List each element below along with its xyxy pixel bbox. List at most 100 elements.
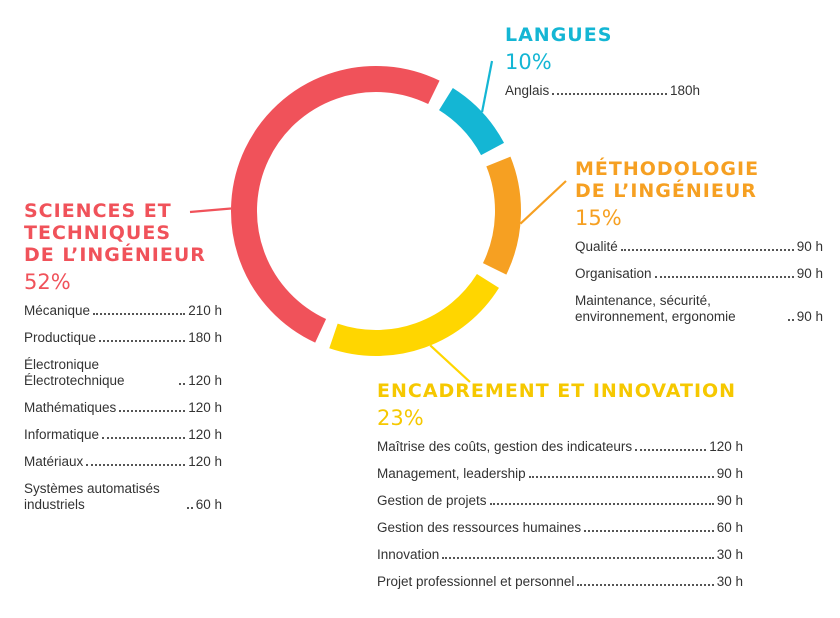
dotted-leader (86, 464, 186, 466)
dotted-leader (102, 437, 186, 439)
category-item-list: Maîtrise des coûts, gestion des indicate… (377, 439, 743, 590)
dotted-leader (489, 503, 714, 505)
category-item-list: Anglais 180h (505, 83, 700, 99)
category-title-line: LANGUES (505, 24, 613, 46)
item-hours: 90 h (796, 309, 823, 324)
item-hours: 90 h (796, 266, 823, 281)
dotted-leader (654, 276, 794, 278)
category-item: Mécanique 210 h (24, 303, 222, 319)
item-name: Innovation (377, 547, 440, 562)
item-name: Anglais (505, 83, 550, 98)
donut-segment (231, 66, 440, 343)
dotted-leader (179, 383, 186, 385)
item-name: Maintenance, sécurité, environnement, er… (575, 293, 736, 324)
item-name: Management, leadership (377, 466, 526, 481)
category-item-list: Mécanique 210 h Productique 180 h Électroniq… (24, 303, 222, 513)
category-title-line: DE L’INGÉNIEUR (575, 180, 757, 202)
item-hours: 90 h (716, 466, 743, 481)
item-hours: 180h (669, 83, 700, 98)
item-hours: 120 h (188, 454, 222, 469)
category-item: Maîtrise des coûts, gestion des indicate… (377, 439, 743, 455)
category-title: LANGUES (505, 24, 730, 46)
dotted-leader (186, 507, 193, 509)
dotted-leader (635, 449, 707, 451)
item-name: Qualité (575, 239, 618, 254)
category-item: Gestion de projets 90 h (377, 493, 743, 509)
category-item: Matériaux 120 h (24, 454, 222, 470)
leader-line (480, 60, 494, 113)
item-hours: 90 h (716, 493, 743, 508)
item-name: Électronique Électrotechnique (24, 357, 125, 388)
category-item: Gestion des ressources humaines 60 h (377, 520, 743, 536)
category-title-line: ENCADREMENT ET INNOVATION (377, 380, 737, 402)
item-name: Organisation (575, 266, 652, 281)
item-hours: 120 h (188, 400, 222, 415)
item-name: Informatique (24, 427, 100, 442)
legend-langues: LANGUES 10% Anglais 180h (505, 24, 730, 110)
category-title-line: SCIENCES ET (24, 200, 172, 222)
category-title-line: TECHNIQUES (24, 222, 171, 244)
category-item: Organisation 90 h (575, 266, 823, 282)
leader-line (519, 180, 567, 225)
legend-encadrement: ENCADREMENT ET INNOVATION 23% Maîtrise d… (377, 380, 757, 601)
dotted-leader (442, 557, 714, 559)
dotted-leader (620, 249, 794, 251)
legend-sciences: SCIENCES ET TECHNIQUES DE L’INGÉNIEUR 52… (24, 200, 254, 524)
item-hours: 120 h (188, 427, 222, 442)
category-item: Projet professionnel et personnel 30 h (377, 574, 743, 590)
dotted-leader (93, 313, 186, 315)
item-hours: 30 h (716, 547, 743, 562)
category-title: ENCADREMENT ET INNOVATION (377, 380, 757, 402)
item-hours: 60 h (195, 497, 222, 512)
item-hours: 120 h (709, 439, 743, 454)
category-percent: 23% (377, 406, 424, 430)
category-item: Électronique Électrotechnique 120 h (24, 357, 222, 389)
item-name: Gestion de projets (377, 493, 487, 508)
dotted-leader (552, 93, 667, 95)
item-hours: 210 h (188, 303, 222, 318)
item-hours: 60 h (716, 520, 743, 535)
dotted-leader (528, 476, 714, 478)
donut-segment (329, 273, 499, 356)
dotted-leader (584, 530, 714, 532)
category-item-list: Qualité 90 h Organisation 90 h Maintenance, … (575, 239, 823, 325)
item-name: Productique (24, 330, 97, 345)
category-item: Productique 180 h (24, 330, 222, 346)
donut-segment (438, 88, 505, 156)
category-percent: 15% (575, 206, 622, 230)
category-item: Mathématiques 120 h (24, 400, 222, 416)
category-item: Management, leadership 90 h (377, 466, 743, 482)
category-item: Maintenance, sécurité, environnement, er… (575, 293, 823, 325)
category-percent: 52% (24, 270, 71, 294)
dotted-leader (99, 340, 186, 342)
dotted-leader (119, 410, 186, 412)
item-name: Mécanique (24, 303, 91, 318)
dotted-leader (787, 319, 794, 321)
item-hours: 180 h (188, 330, 222, 345)
item-name: Matériaux (24, 454, 84, 469)
item-name: Gestion des ressources humaines (377, 520, 582, 535)
item-hours: 30 h (716, 574, 743, 589)
category-title-line: MÉTHODOLOGIE (575, 158, 760, 180)
category-title: SCIENCES ET TECHNIQUES DE L’INGÉNIEUR (24, 200, 254, 266)
legend-methodologie: MÉTHODOLOGIE DE L’INGÉNIEUR 15% Qualité 9… (575, 158, 825, 336)
category-item: Systèmes automatisés industriels 60 h (24, 481, 222, 513)
category-title-line: DE L’INGÉNIEUR (24, 244, 206, 266)
category-item: Innovation 30 h (377, 547, 743, 563)
donut-segment (482, 156, 521, 275)
item-hours: 120 h (188, 373, 222, 388)
item-name: Mathématiques (24, 400, 117, 415)
item-name: Projet professionnel et personnel (377, 574, 575, 589)
category-item: Anglais 180h (505, 83, 700, 99)
category-percent: 10% (505, 50, 552, 74)
dotted-leader (577, 584, 714, 586)
category-item: Qualité 90 h (575, 239, 823, 255)
item-hours: 90 h (796, 239, 823, 254)
item-name: Maîtrise des coûts, gestion des indicate… (377, 439, 633, 454)
category-title: MÉTHODOLOGIE DE L’INGÉNIEUR (575, 158, 825, 202)
item-name: Systèmes automatisés industriels (24, 481, 160, 512)
leader-line (429, 344, 471, 383)
leader-line (189, 207, 232, 214)
category-item: Informatique 120 h (24, 427, 222, 443)
